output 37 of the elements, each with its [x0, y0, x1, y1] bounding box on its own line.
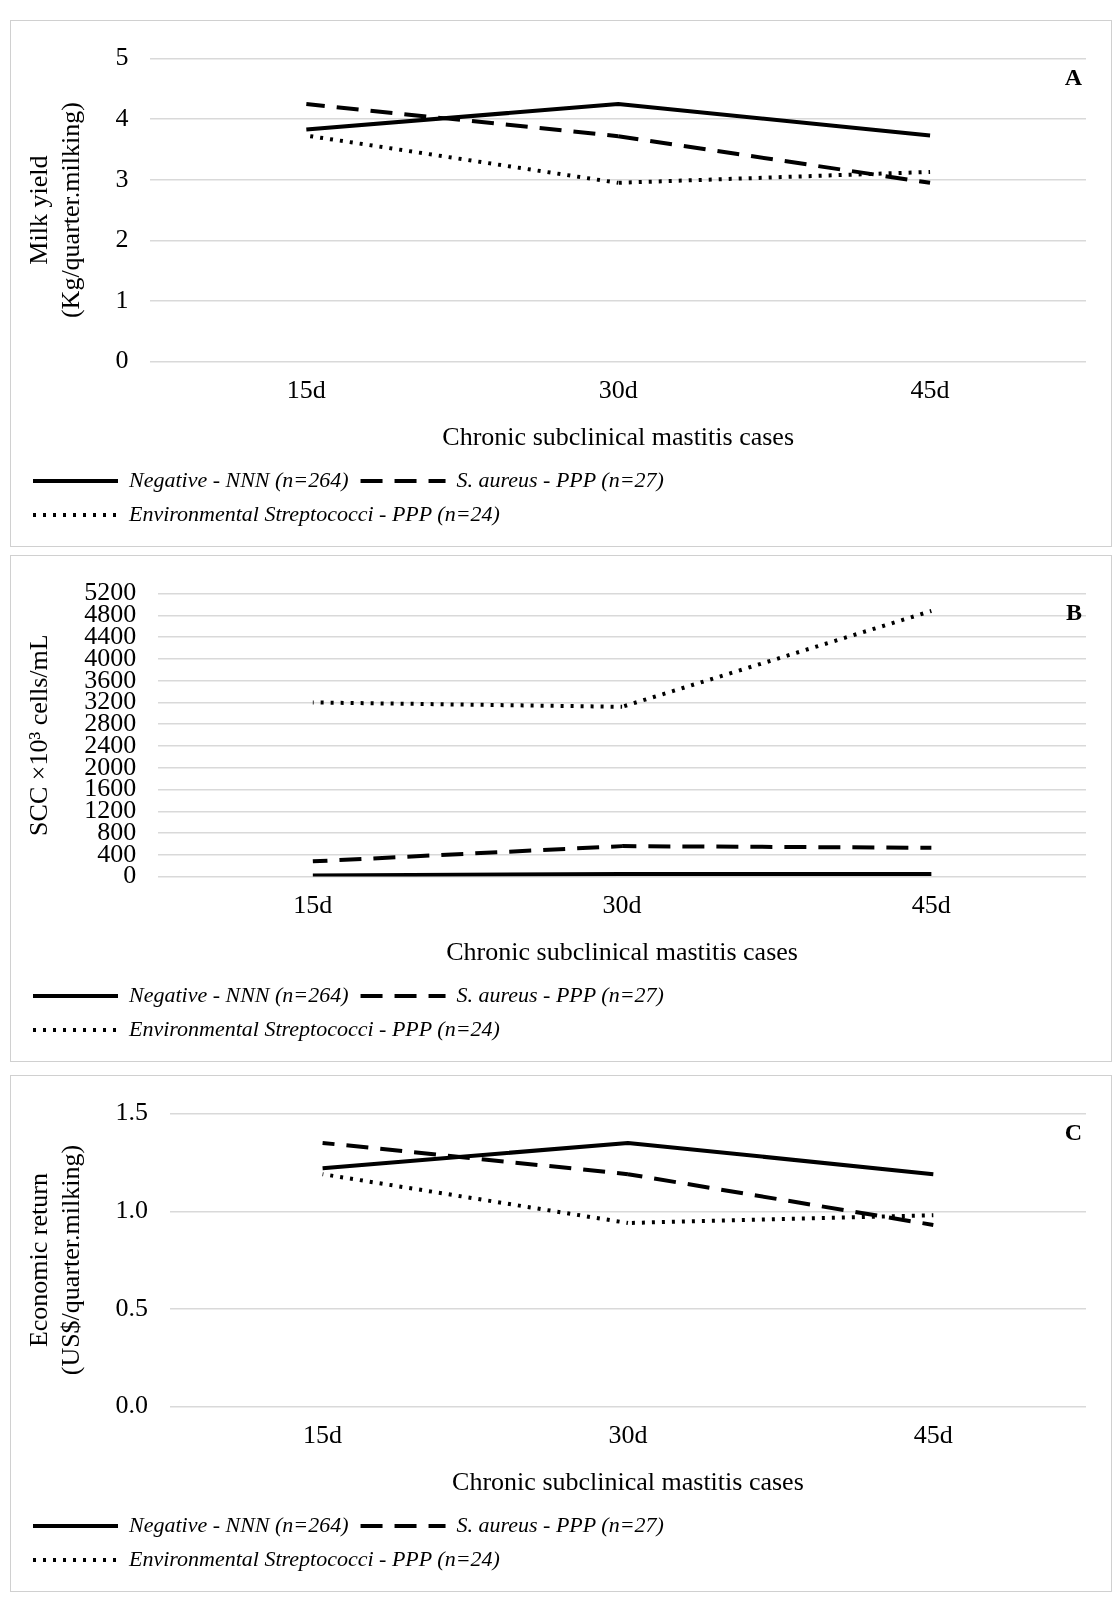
x-tick-label: 15d [303, 1420, 343, 1450]
y-tick-label: 0.0 [115, 1390, 148, 1420]
legend-label: Environmental Streptococci - PPP (n=24) [128, 500, 500, 526]
y-tick-label: 4 [115, 103, 129, 133]
x-axis-title: Chronic subclinical mastitis cases [442, 422, 795, 452]
annotation: B [1065, 598, 1082, 625]
y-tick-label: 5 [115, 42, 129, 72]
x-tick-label: 45d [911, 890, 951, 920]
x-tick-label: 15d [286, 375, 326, 405]
x-axis-title: Chronic subclinical mastitis cases [446, 937, 798, 967]
x-tick-label: 45d [910, 375, 950, 405]
annotation: A [1064, 63, 1083, 90]
annotation: C [1064, 1118, 1082, 1145]
y-tick-label: 1 [115, 284, 129, 314]
x-tick-label: 15d [293, 890, 333, 920]
y-tick-label: 0 [115, 345, 129, 375]
legend-label: Negative - NNN (n=264) [128, 1511, 349, 1537]
y-tick-label: 1.5 [115, 1097, 148, 1127]
x-tick-label: 30d [598, 375, 638, 405]
x-tick-label: 30d [608, 1420, 648, 1450]
legend-label: Environmental Streptococci - PPP (n=24) [128, 1545, 500, 1571]
y-axis-title: Milk yield (Kg/quarter.milking) [24, 102, 85, 319]
legend-label: S. aureus - PPP (n=27) [456, 1511, 664, 1537]
y-axis-title: SCC ×10³ cells/mL [24, 634, 54, 836]
x-tick-label: 30d [602, 890, 642, 920]
y-tick-label: 2 [115, 224, 129, 254]
y-axis-title: Economic return (US$/quarter.milking) [24, 1144, 85, 1376]
x-axis-title: Chronic subclinical mastitis cases [452, 1467, 804, 1497]
x-tick-label: 45d [913, 1420, 953, 1450]
y-tick-label: 3 [115, 163, 129, 193]
legend-label: S. aureus - PPP (n=27) [456, 466, 664, 492]
y-tick-label: 0.5 [115, 1292, 148, 1322]
legend-label: Negative - NNN (n=264) [128, 466, 349, 492]
legend-label: Environmental Streptococci - PPP (n=24) [128, 1015, 500, 1041]
legend-label: Negative - NNN (n=264) [128, 981, 349, 1007]
legend-label: S. aureus - PPP (n=27) [456, 981, 664, 1007]
y-tick-label: 1.0 [115, 1195, 148, 1225]
